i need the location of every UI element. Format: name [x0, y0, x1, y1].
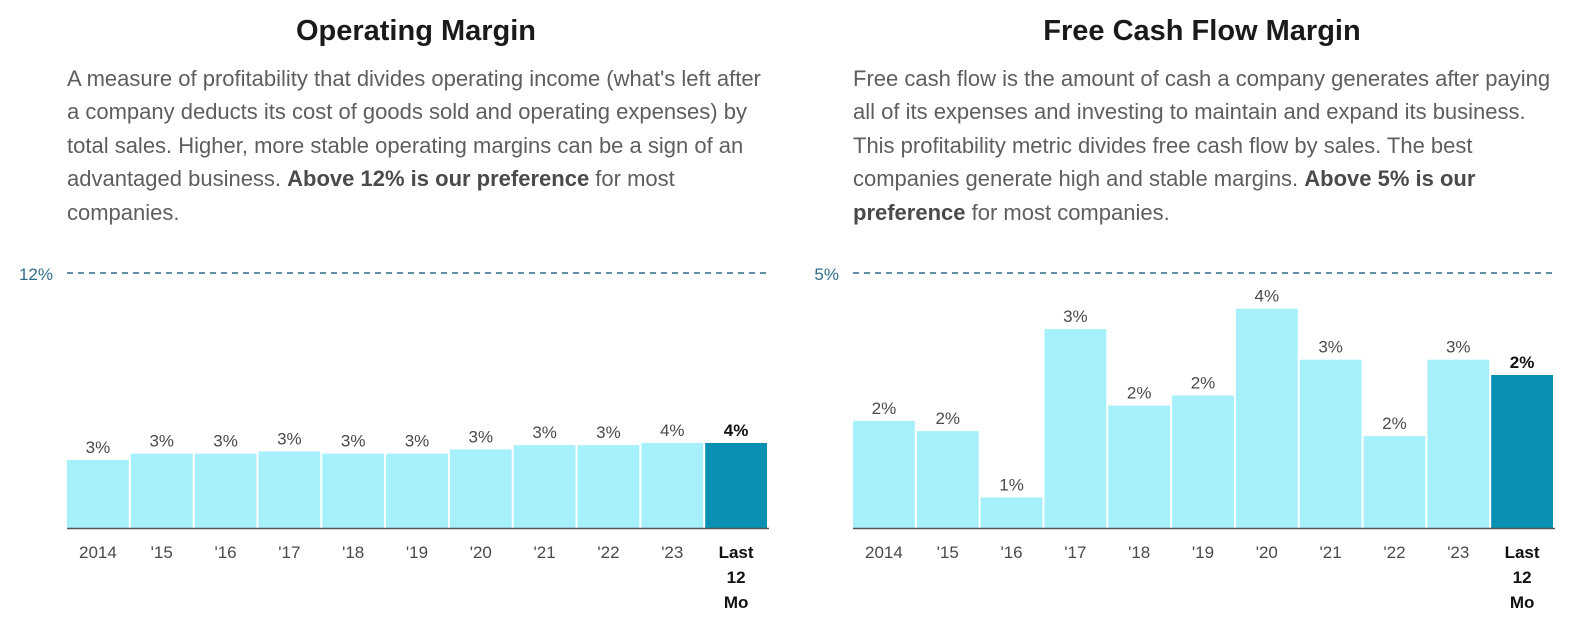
- operating-margin-panel: Operating Margin A measure of profitabil…: [19, 15, 779, 612]
- tick-label: '23: [661, 543, 683, 562]
- tick-label: '21: [1320, 543, 1342, 562]
- reference-line-label: 5%: [814, 265, 839, 284]
- data-label: 3%: [532, 423, 557, 442]
- data-label: 2%: [872, 399, 897, 418]
- data-label: 3%: [469, 427, 494, 446]
- bar: [853, 420, 915, 528]
- data-label: 3%: [149, 432, 174, 451]
- bar: [194, 453, 257, 528]
- chart-title: Operating Margin: [295, 15, 537, 47]
- tick-label: '16: [214, 543, 236, 562]
- tick-label: '21: [534, 543, 556, 562]
- data-label: 3%: [405, 432, 430, 451]
- tick-label: Last 12 Mo: [719, 543, 754, 612]
- tick-label: '18: [342, 543, 364, 562]
- bar: [322, 453, 385, 528]
- bar: [258, 451, 321, 528]
- bar: [916, 431, 979, 528]
- data-label: 3%: [86, 438, 111, 457]
- tick-label: '20: [1256, 543, 1278, 562]
- data-label: 4%: [724, 421, 749, 440]
- data-label: 3%: [1446, 338, 1471, 357]
- data-label: 1%: [999, 475, 1024, 494]
- tick-label: '18: [1128, 543, 1150, 562]
- description-preference: Above 5% is our preference: [853, 166, 1476, 225]
- bar: [513, 445, 576, 528]
- bar: [1363, 436, 1426, 528]
- description-tail: for most companies.: [965, 199, 1170, 225]
- data-label: 3%: [1063, 307, 1088, 326]
- bar: [130, 453, 193, 528]
- operating-margin-chart: 12% 3% 2014 3% '15 3% '16 3% '17 3% '18 3% '19 3% '20 3…: [19, 265, 769, 612]
- chart-description: A measure of profitability that divides …: [67, 62, 779, 229]
- tick-label: '15: [151, 543, 173, 562]
- bar: [67, 460, 129, 528]
- bar-highlight: [705, 443, 767, 528]
- bar: [386, 453, 448, 528]
- bar: [1235, 308, 1298, 528]
- data-label: 2%: [935, 409, 960, 428]
- data-label: 4%: [1255, 287, 1280, 306]
- tick-label: '23: [1447, 543, 1469, 562]
- tick-label: '20: [470, 543, 492, 562]
- data-label: 3%: [277, 430, 302, 449]
- tick-label: '15: [937, 543, 959, 562]
- bar-highlight: [1491, 375, 1553, 528]
- bar: [1299, 359, 1362, 528]
- bar: [641, 443, 704, 528]
- data-label: 3%: [341, 432, 366, 451]
- tick-label: '22: [597, 543, 619, 562]
- data-label: 2%: [1510, 353, 1535, 372]
- bar: [1044, 329, 1107, 528]
- data-label: 2%: [1191, 373, 1216, 392]
- data-label: 2%: [1127, 384, 1152, 403]
- bar: [980, 497, 1043, 528]
- data-label: 3%: [596, 423, 621, 442]
- reference-line-label: 12%: [19, 265, 53, 284]
- fcf-margin-chart: 5% 2% 2014 2% '15 1% '16 3% '17 2% '18 2% '19 4% '20 3%…: [814, 265, 1555, 612]
- data-label: 4%: [660, 421, 685, 440]
- tick-label: '19: [406, 543, 428, 562]
- data-label: 2%: [1382, 414, 1407, 433]
- tick-label: Last 12 Mo: [1505, 543, 1540, 612]
- description-text: Free cash flow is the amount of cash a c…: [853, 66, 1551, 192]
- data-label: 3%: [1318, 338, 1343, 357]
- tick-label: 2014: [865, 543, 903, 562]
- bar: [1108, 405, 1171, 528]
- bar: [1172, 395, 1234, 528]
- tick-label: '17: [278, 543, 300, 562]
- description-tail: for most companies.: [67, 166, 675, 225]
- data-label: 3%: [213, 432, 238, 451]
- tick-label: '19: [1192, 543, 1214, 562]
- tick-label: '17: [1064, 543, 1086, 562]
- fcf-margin-panel: Free Cash Flow Margin Free cash flow is …: [786, 0, 1572, 619]
- bar: [577, 445, 640, 528]
- description-preference: Above 12% is our preference: [287, 166, 590, 192]
- bar: [449, 449, 512, 528]
- tick-label: '16: [1000, 543, 1022, 562]
- tick-label: 2014: [79, 543, 117, 562]
- description-text: A measure of profitability that divides …: [67, 66, 761, 192]
- chart-description: Free cash flow is the amount of cash a c…: [853, 62, 1565, 229]
- tick-label: '22: [1383, 543, 1405, 562]
- chart-title: Free Cash Flow Margin: [1043, 15, 1361, 47]
- bar: [1427, 359, 1490, 528]
